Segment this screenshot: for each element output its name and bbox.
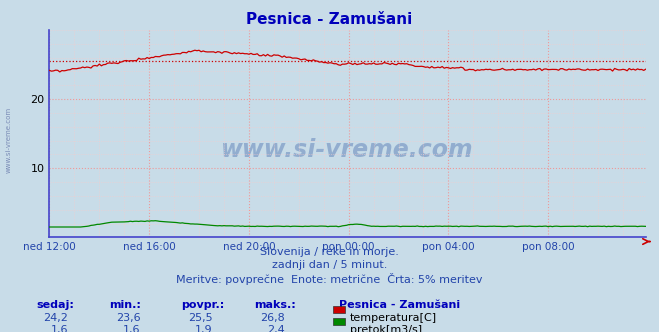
Text: pretok[m3/s]: pretok[m3/s] [350,325,422,332]
Text: 1,9: 1,9 [195,325,213,332]
Text: zadnji dan / 5 minut.: zadnji dan / 5 minut. [272,260,387,270]
Text: 25,5: 25,5 [188,313,213,323]
Text: sedaj:: sedaj: [36,300,74,310]
Text: www.si-vreme.com: www.si-vreme.com [5,106,11,173]
Text: www.si-vreme.com: www.si-vreme.com [221,138,474,162]
Text: temperatura[C]: temperatura[C] [350,313,437,323]
Text: Pesnica - Zamušani: Pesnica - Zamušani [246,12,413,27]
Text: 1,6: 1,6 [50,325,68,332]
Text: maks.:: maks.: [254,300,295,310]
Text: povpr.:: povpr.: [181,300,225,310]
Text: 2,4: 2,4 [268,325,285,332]
Text: 1,6: 1,6 [123,325,140,332]
Text: Pesnica - Zamušani: Pesnica - Zamušani [339,300,461,310]
Text: 23,6: 23,6 [116,313,140,323]
Text: Meritve: povprečne  Enote: metrične  Črta: 5% meritev: Meritve: povprečne Enote: metrične Črta:… [176,273,483,285]
Text: min.:: min.: [109,300,140,310]
Text: Slovenija / reke in morje.: Slovenija / reke in morje. [260,247,399,257]
Text: 26,8: 26,8 [260,313,285,323]
Text: 24,2: 24,2 [43,313,68,323]
